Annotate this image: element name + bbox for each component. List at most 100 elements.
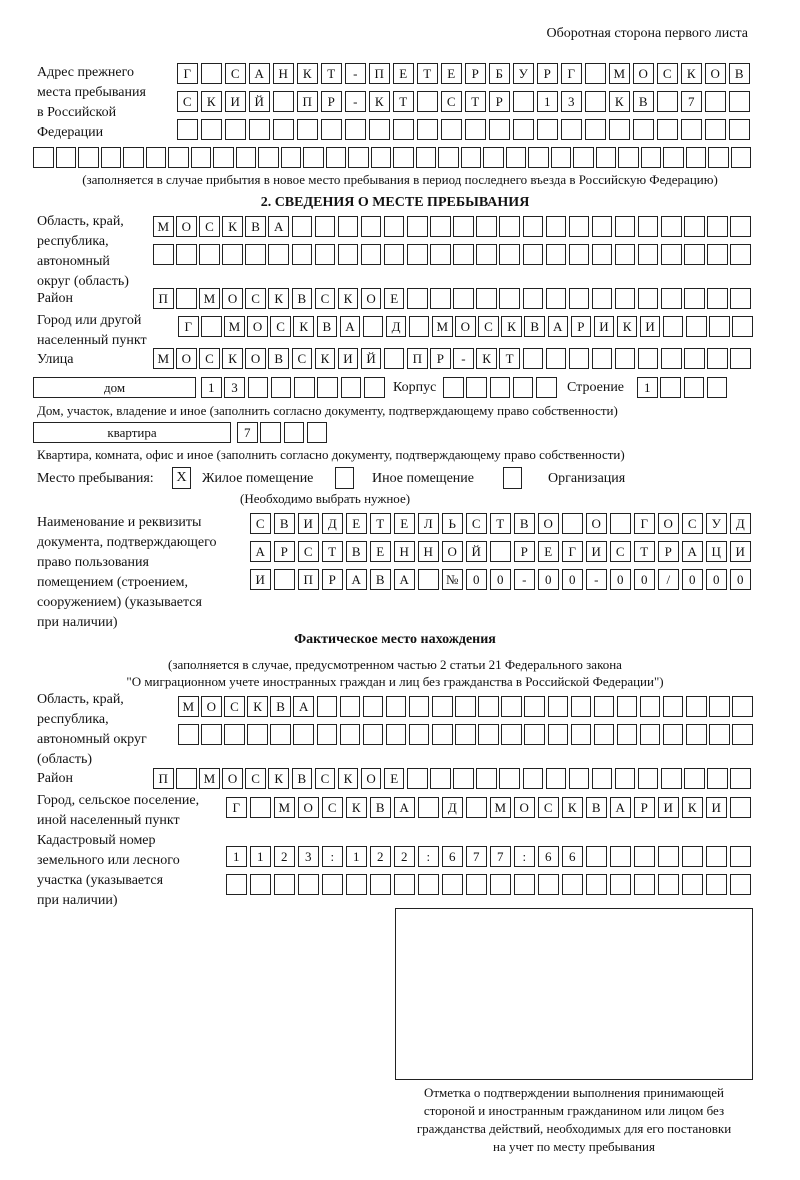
char-cell[interactable]: М [224, 316, 245, 337]
char-cell[interactable] [339, 724, 361, 745]
char-cell[interactable] [568, 348, 590, 369]
char-cell[interactable] [490, 541, 511, 562]
char-cell[interactable] [562, 874, 583, 895]
char-cell[interactable]: Ц [706, 541, 727, 562]
char-cell[interactable] [460, 147, 481, 168]
char-cell[interactable] [639, 724, 661, 745]
char-cell[interactable] [591, 216, 613, 237]
char-cell[interactable]: И [225, 91, 246, 112]
char-cell[interactable] [274, 874, 295, 895]
char-cell[interactable]: В [729, 63, 750, 84]
char-cell[interactable] [637, 768, 659, 789]
char-cell[interactable]: В [633, 91, 654, 112]
char-cell[interactable] [609, 119, 630, 140]
char-cell[interactable]: У [706, 513, 727, 534]
char-cell[interactable]: С [224, 696, 245, 717]
char-cell[interactable]: О [298, 797, 319, 818]
char-cell[interactable] [270, 724, 291, 745]
char-cell[interactable] [258, 147, 279, 168]
char-cell[interactable] [661, 244, 682, 265]
char-cell[interactable] [585, 119, 606, 140]
char-cell[interactable]: 6 [538, 846, 559, 867]
char-cell[interactable]: О [442, 541, 463, 562]
char-cell[interactable]: 0 [538, 569, 559, 590]
char-cell[interactable] [476, 768, 497, 789]
char-cell[interactable] [274, 569, 295, 590]
char-cell[interactable]: М [274, 797, 295, 818]
char-cell[interactable]: В [270, 696, 291, 717]
char-cell[interactable] [499, 288, 520, 309]
char-cell[interactable]: М [432, 316, 453, 337]
char-cell[interactable] [190, 147, 211, 168]
char-cell[interactable] [490, 874, 511, 895]
char-cell[interactable] [707, 768, 728, 789]
char-cell[interactable] [633, 119, 654, 140]
char-cell[interactable] [260, 422, 281, 443]
char-cell[interactable]: Т [322, 541, 343, 562]
char-cell[interactable] [637, 288, 659, 309]
char-cell[interactable]: Т [490, 513, 511, 534]
char-cell[interactable]: А [682, 541, 703, 562]
char-cell[interactable] [297, 119, 318, 140]
char-cell[interactable]: К [222, 216, 243, 237]
char-cell[interactable]: 0 [466, 569, 487, 590]
char-cell[interactable] [293, 724, 314, 745]
char-cell[interactable]: 0 [682, 569, 703, 590]
char-cell[interactable]: П [153, 288, 174, 309]
char-cell[interactable]: С [270, 316, 291, 337]
char-cell[interactable] [550, 147, 571, 168]
char-cell[interactable] [586, 874, 607, 895]
char-cell[interactable] [686, 724, 707, 745]
char-cell[interactable]: К [501, 316, 522, 337]
char-cell[interactable] [383, 216, 405, 237]
char-cell[interactable] [383, 244, 405, 265]
char-cell[interactable] [732, 696, 753, 717]
char-cell[interactable]: С [225, 63, 246, 84]
char-cell[interactable]: Г [634, 513, 655, 534]
char-cell[interactable] [513, 91, 534, 112]
char-cell[interactable]: К [346, 797, 367, 818]
char-cell[interactable]: В [268, 348, 289, 369]
char-cell[interactable] [637, 348, 659, 369]
char-cell[interactable]: С [478, 316, 499, 337]
char-cell[interactable]: У [513, 63, 534, 84]
char-cell[interactable]: А [547, 316, 568, 337]
char-cell[interactable]: Р [570, 316, 592, 337]
char-cell[interactable]: Д [322, 513, 343, 534]
char-cell[interactable]: О [247, 316, 268, 337]
char-cell[interactable]: : [322, 846, 343, 867]
char-cell[interactable] [545, 768, 567, 789]
char-cell[interactable] [536, 377, 557, 398]
char-cell[interactable] [321, 119, 342, 140]
char-cell[interactable] [443, 377, 464, 398]
char-cell[interactable]: Ь [442, 513, 463, 534]
char-cell[interactable] [465, 119, 486, 140]
char-cell[interactable] [298, 874, 319, 895]
char-cell[interactable] [369, 119, 390, 140]
char-cell[interactable]: О [586, 513, 607, 534]
char-cell[interactable]: О [176, 216, 197, 237]
char-cell[interactable] [661, 216, 682, 237]
char-cell[interactable] [466, 874, 487, 895]
char-cell[interactable]: О [633, 63, 654, 84]
char-cell[interactable] [661, 288, 682, 309]
char-cell[interactable]: Т [417, 63, 438, 84]
actual-region-row-2[interactable] [178, 724, 753, 745]
char-cell[interactable] [545, 216, 567, 237]
char-cell[interactable]: Д [442, 797, 463, 818]
char-cell[interactable]: № [442, 569, 463, 590]
option-checkbox-residential[interactable]: X [172, 467, 191, 489]
char-cell[interactable] [707, 348, 728, 369]
doc-row-3[interactable]: И П Р А В А № 0 0-0 0-0 0/0 0 0 [250, 569, 751, 590]
char-cell[interactable]: П [297, 91, 318, 112]
char-cell[interactable] [522, 288, 543, 309]
char-cell[interactable] [686, 316, 707, 337]
char-cell[interactable]: Й [249, 91, 270, 112]
char-cell[interactable] [524, 724, 545, 745]
char-cell[interactable] [684, 216, 705, 237]
char-cell[interactable] [291, 216, 313, 237]
char-cell[interactable]: 3 [561, 91, 582, 112]
char-cell[interactable]: С [682, 513, 703, 534]
